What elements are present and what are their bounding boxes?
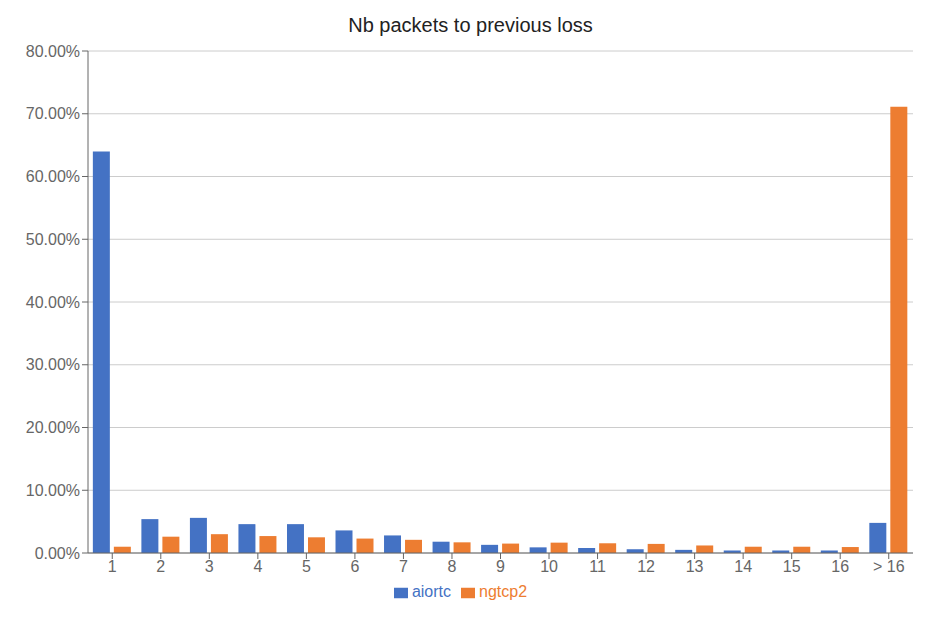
- svg-text:2: 2: [156, 558, 165, 575]
- svg-text:80.00%: 80.00%: [26, 43, 80, 60]
- html-text:ngtcp2: ngtcp2: [479, 583, 528, 600]
- svg-text:> 16: > 16: [873, 558, 905, 575]
- svg-text:15: 15: [783, 558, 801, 575]
- svg-text:7: 7: [399, 558, 408, 575]
- svg-text:3: 3: [205, 558, 214, 575]
- svg-text:30.00%: 30.00%: [26, 356, 80, 373]
- svg-text:0.00%: 0.00%: [35, 545, 80, 562]
- svg-text:60.00%: 60.00%: [26, 168, 80, 185]
- html-text:Nb packets to previous loss: Nb packets to previous loss: [348, 14, 593, 36]
- svg-text:11: 11: [589, 558, 606, 575]
- svg-text:9: 9: [496, 558, 505, 575]
- svg-text:20.00%: 20.00%: [26, 419, 80, 436]
- svg-text:40.00%: 40.00%: [26, 294, 80, 311]
- svg-text:1: 1: [108, 558, 117, 575]
- svg-text:12: 12: [637, 558, 655, 575]
- svg-text:4: 4: [253, 558, 262, 575]
- svg-text:70.00%: 70.00%: [26, 105, 80, 122]
- svg-text:13: 13: [686, 558, 704, 575]
- svg-text:10.00%: 10.00%: [26, 482, 80, 499]
- html-text:aiortc: aiortc: [411, 583, 451, 600]
- svg-text:50.00%: 50.00%: [26, 231, 80, 248]
- svg-text:16: 16: [831, 558, 849, 575]
- svg-text:6: 6: [350, 558, 359, 575]
- svg-text:14: 14: [734, 558, 752, 575]
- svg-text:10: 10: [540, 558, 558, 575]
- svg-text:5: 5: [302, 558, 311, 575]
- svg-text:8: 8: [448, 558, 457, 575]
